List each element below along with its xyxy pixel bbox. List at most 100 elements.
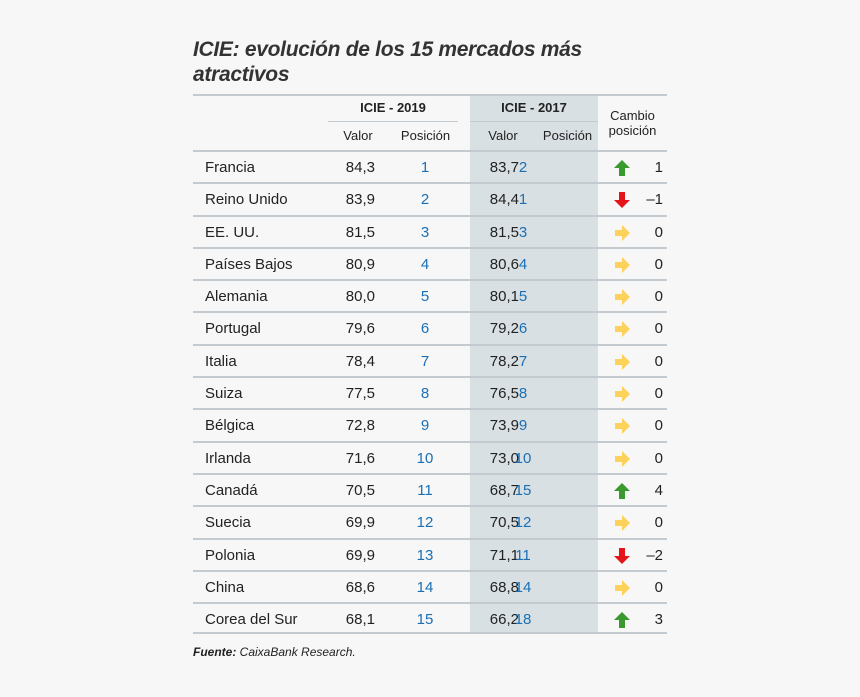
posicion-2019: 9: [420, 417, 430, 435]
table-row: Polonia 69,9 13 71,1 11 –2: [193, 537, 667, 570]
posicion-2019: 14: [416, 578, 434, 596]
posicion-2017: 14: [514, 578, 532, 596]
position-change: 0: [654, 352, 663, 370]
arrow-same-icon: [613, 514, 631, 532]
position-change: 0: [654, 288, 663, 306]
position-change: –2: [646, 546, 663, 564]
country-name: Países Bajos: [205, 255, 293, 273]
posicion-2017: 11: [515, 546, 531, 564]
position-change: 4: [654, 481, 663, 499]
posicion-2019: 8: [420, 385, 430, 403]
posicion-2019: 11: [417, 481, 433, 499]
valor-2017: 68,8: [489, 578, 519, 596]
valor-2019: 78,4: [345, 352, 375, 370]
valor-2019: 84,3: [345, 159, 375, 176]
valor-2019: 70,5: [345, 481, 375, 499]
table-row: EE. UU. 81,5 3 81,5 3 0: [193, 214, 667, 247]
position-change: 0: [654, 578, 663, 596]
country-name: Portugal: [205, 320, 261, 338]
posicion-2019: 15: [416, 611, 434, 629]
posicion-2019: 1: [420, 159, 430, 176]
table-row: Bélgica 72,8 9 73,9 9 0: [193, 408, 667, 440]
chart-title: ICIE: evolución de los 15 mercados más a…: [193, 38, 582, 86]
arrow-up-icon: [613, 159, 631, 177]
table-row: Irlanda 71,6 10 73,0 10 0: [193, 440, 667, 473]
valor-2019: 77,5: [345, 385, 375, 403]
position-change: 0: [654, 449, 663, 467]
arrow-down-icon: [613, 191, 631, 209]
valor-2017: 76,5: [489, 385, 519, 403]
position-change: 3: [654, 611, 663, 629]
valor-2017: 79,2: [489, 320, 519, 338]
posicion-2017: 18: [514, 611, 532, 629]
group-header-2017: ICIE - 2017: [501, 100, 567, 115]
position-change: 1: [654, 159, 663, 176]
country-name: Bélgica: [205, 417, 255, 435]
subheader-valor-2017: Valor: [488, 128, 518, 143]
valor-2017: 66,2: [489, 611, 519, 629]
table-row: Italia 78,4 7 78,2 7 0: [193, 343, 667, 376]
arrow-up-icon: [613, 611, 631, 629]
arrow-same-icon: [613, 450, 631, 468]
posicion-2017: 5: [518, 288, 528, 306]
country-name: Reino Unido: [205, 191, 288, 209]
valor-2019: 68,6: [345, 578, 375, 596]
valor-2017: 83,7: [489, 159, 519, 176]
table-row: China 68,6 14 68,8 14 0: [193, 569, 667, 602]
valor-2017: 78,2: [489, 352, 519, 370]
subheader-posicion-2019: Posición: [400, 128, 451, 143]
valor-2019: 83,9: [345, 191, 375, 209]
table-row: Países Bajos 80,9 4 80,6 4 0: [193, 246, 667, 279]
subheader-posicion-2017: Posición: [542, 128, 593, 143]
valor-2017: 81,5: [489, 223, 519, 241]
arrow-same-icon: [613, 288, 631, 306]
valor-2017: 68,7: [489, 481, 519, 499]
valor-2019: 72,8: [345, 417, 375, 435]
table-row: Suiza 77,5 8 76,5 8 0: [193, 376, 667, 408]
arrow-same-icon: [613, 417, 631, 435]
valor-2017: 80,6: [489, 255, 519, 273]
arrow-same-icon: [613, 256, 631, 274]
country-name: Corea del Sur: [205, 611, 298, 629]
arrow-up-icon: [613, 482, 631, 500]
valor-2019: 71,6: [345, 449, 375, 467]
arrow-same-icon: [613, 579, 631, 597]
position-change: 0: [654, 514, 663, 532]
table-row: Portugal 79,6 6 79,2 6 0: [193, 311, 667, 343]
source-text: CaixaBank Research.: [236, 645, 356, 659]
table-row: Alemania 80,0 5 80,1 5 0: [193, 279, 667, 311]
posicion-2019: 12: [416, 514, 434, 532]
arrow-same-icon: [613, 320, 631, 338]
country-name: Italia: [205, 352, 237, 370]
posicion-2019: 3: [420, 223, 430, 241]
posicion-2019: 13: [416, 546, 434, 564]
valor-2017: 84,4: [489, 191, 519, 209]
country-name: Canadá: [205, 481, 258, 499]
posicion-2019: 6: [420, 320, 430, 338]
posicion-2017: 3: [518, 223, 528, 241]
posicion-2017: 8: [518, 385, 528, 403]
source-label: Fuente:: [193, 645, 237, 659]
divider: [328, 121, 458, 122]
position-change: 0: [654, 417, 663, 435]
valor-2019: 68,1: [345, 611, 375, 629]
posicion-2019: 5: [420, 288, 430, 306]
divider: [470, 121, 598, 122]
arrow-down-icon: [613, 547, 631, 565]
table-header: ICIE - 2019 ICIE - 2017 Cambio posición …: [193, 94, 667, 150]
valor-2019: 79,6: [345, 320, 375, 338]
country-name: EE. UU.: [205, 223, 260, 241]
posicion-2017: 12: [514, 514, 532, 532]
posicion-2017: 9: [518, 417, 528, 435]
posicion-2017: 2: [518, 159, 528, 176]
posicion-2017: 10: [514, 449, 532, 467]
posicion-2017: 6: [518, 320, 528, 338]
posicion-2017: 15: [514, 481, 532, 499]
arrow-same-icon: [613, 353, 631, 371]
position-change: 0: [654, 320, 663, 338]
country-name: Francia: [205, 159, 256, 176]
posicion-2017: 7: [518, 352, 528, 370]
position-change: 0: [654, 223, 663, 241]
valor-2017: 73,9: [489, 417, 519, 435]
source-note: Fuente: CaixaBank Research.: [193, 645, 356, 659]
